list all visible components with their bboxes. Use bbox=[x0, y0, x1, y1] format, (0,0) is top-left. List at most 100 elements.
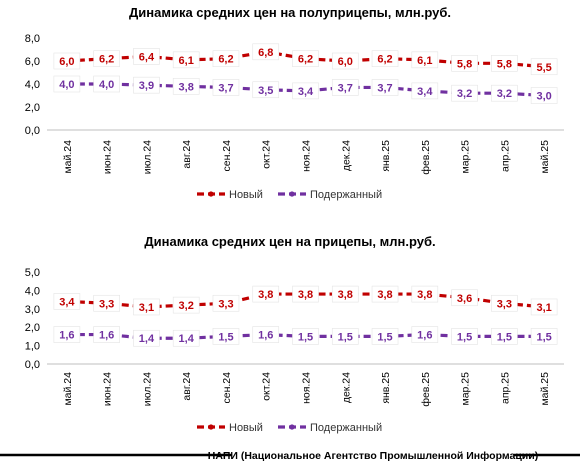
x-tick-label: дек.24 bbox=[340, 372, 352, 403]
data-label: 1,6 bbox=[258, 330, 273, 342]
x-tick-label: ноя.24 bbox=[301, 372, 313, 404]
legend-marker bbox=[208, 424, 214, 430]
y-tick-label: 2,0 bbox=[25, 102, 40, 114]
footer: НАПИ (Национальное Агентство Промышленно… bbox=[0, 450, 580, 462]
data-label-box bbox=[172, 51, 200, 69]
legend-marker bbox=[289, 191, 295, 197]
data-label: 3,8 bbox=[377, 289, 392, 301]
y-tick-label: 3,0 bbox=[25, 304, 40, 316]
y-tick-label: 0,0 bbox=[25, 359, 40, 371]
data-label: 3,1 bbox=[536, 302, 551, 314]
legend-label: Новый bbox=[229, 422, 263, 434]
x-tick-label: сен.24 bbox=[221, 140, 233, 172]
data-label: 6,0 bbox=[338, 56, 353, 68]
x-tick-label: май.25 bbox=[539, 372, 551, 406]
data-label: 1,6 bbox=[99, 330, 114, 342]
data-label-box bbox=[491, 328, 518, 345]
x-tick-label: дек.24 bbox=[340, 140, 352, 171]
data-label-box bbox=[371, 79, 399, 96]
data-label: 3,3 bbox=[218, 298, 233, 310]
data-label: 1,5 bbox=[338, 331, 353, 343]
data-label-box bbox=[53, 75, 81, 93]
data-label-box bbox=[212, 50, 240, 68]
data-label: 3,8 bbox=[417, 289, 432, 301]
data-label-box bbox=[53, 326, 81, 343]
data-label-box bbox=[93, 294, 120, 312]
data-label-box bbox=[212, 294, 240, 312]
data-label: 3,8 bbox=[179, 81, 194, 93]
data-label: 3,4 bbox=[59, 296, 75, 308]
data-label: 3,3 bbox=[497, 298, 512, 310]
data-label: 1,5 bbox=[218, 331, 233, 343]
x-tick-label: авг.24 bbox=[181, 140, 193, 169]
data-label-box bbox=[93, 326, 120, 343]
x-tick-label: янв.25 bbox=[380, 140, 392, 172]
x-tick-label: апр.25 bbox=[499, 140, 511, 172]
data-label: 3,7 bbox=[218, 82, 233, 94]
data-label-box bbox=[93, 75, 120, 93]
data-label-box bbox=[331, 285, 359, 303]
data-label: 6,2 bbox=[298, 54, 313, 66]
data-label: 3,2 bbox=[457, 88, 472, 100]
data-label-box bbox=[133, 329, 160, 347]
data-label-box bbox=[292, 50, 319, 68]
data-label: 6,4 bbox=[139, 51, 155, 63]
data-label: 3,5 bbox=[258, 85, 273, 97]
chart-semitrailers: Динамика средних цен на полуприцепы, млн… bbox=[25, 5, 564, 201]
data-label-box bbox=[530, 298, 558, 316]
data-label: 3,4 bbox=[417, 86, 433, 98]
data-label: 1,5 bbox=[536, 331, 551, 343]
data-label-box bbox=[292, 82, 319, 100]
data-label: 1,4 bbox=[139, 333, 155, 345]
data-label: 6,2 bbox=[99, 54, 114, 66]
data-label-box bbox=[530, 87, 558, 104]
y-tick-label: 8,0 bbox=[25, 33, 40, 45]
x-tick-label: май.24 bbox=[62, 372, 74, 406]
data-label-box bbox=[331, 79, 359, 96]
data-label: 3,9 bbox=[139, 80, 154, 92]
data-label: 6,1 bbox=[179, 55, 194, 67]
data-label: 6,1 bbox=[417, 55, 432, 67]
data-label: 6,2 bbox=[218, 54, 233, 66]
data-label-box bbox=[133, 298, 160, 316]
x-tick-label: фев.25 bbox=[420, 372, 432, 407]
x-tick-label: окт.24 bbox=[261, 372, 273, 401]
data-label: 1,5 bbox=[377, 331, 392, 343]
x-tick-label: авг.24 bbox=[181, 372, 193, 401]
data-label-box bbox=[530, 58, 558, 76]
data-label-box bbox=[411, 51, 439, 69]
legend-marker bbox=[208, 191, 214, 197]
x-tick-label: янв.25 bbox=[380, 372, 392, 404]
data-label-box bbox=[331, 328, 359, 345]
legend-label: Подержанный bbox=[310, 422, 382, 434]
x-tick-label: июн.24 bbox=[102, 140, 114, 174]
data-label-box bbox=[133, 48, 160, 65]
data-label-box bbox=[292, 285, 319, 303]
data-label-box bbox=[491, 54, 518, 72]
data-label: 3,0 bbox=[536, 91, 551, 103]
data-label: 4,0 bbox=[59, 79, 74, 91]
legend-label: Подержанный bbox=[310, 189, 382, 201]
data-label-box bbox=[212, 79, 240, 96]
data-label-box bbox=[411, 82, 439, 100]
y-tick-label: 4,0 bbox=[25, 285, 40, 297]
data-label: 3,1 bbox=[139, 302, 154, 314]
y-tick-label: 4,0 bbox=[25, 79, 40, 91]
data-label: 6,2 bbox=[377, 54, 392, 66]
data-label: 1,5 bbox=[298, 331, 313, 343]
y-tick-label: 2,0 bbox=[25, 322, 40, 334]
data-label: 3,8 bbox=[258, 289, 273, 301]
data-label: 1,5 bbox=[457, 331, 472, 343]
data-label: 6,0 bbox=[59, 56, 74, 68]
data-label-box bbox=[371, 285, 399, 303]
x-tick-label: июн.24 bbox=[102, 372, 114, 406]
x-tick-label: ноя.24 bbox=[301, 140, 313, 172]
data-label-box bbox=[53, 293, 81, 310]
data-label-box bbox=[451, 54, 478, 72]
data-label: 4,0 bbox=[99, 79, 114, 91]
x-tick-label: окт.24 bbox=[261, 140, 273, 169]
data-label: 5,5 bbox=[536, 62, 551, 74]
data-label-box bbox=[172, 329, 200, 347]
legend-marker bbox=[289, 424, 295, 430]
